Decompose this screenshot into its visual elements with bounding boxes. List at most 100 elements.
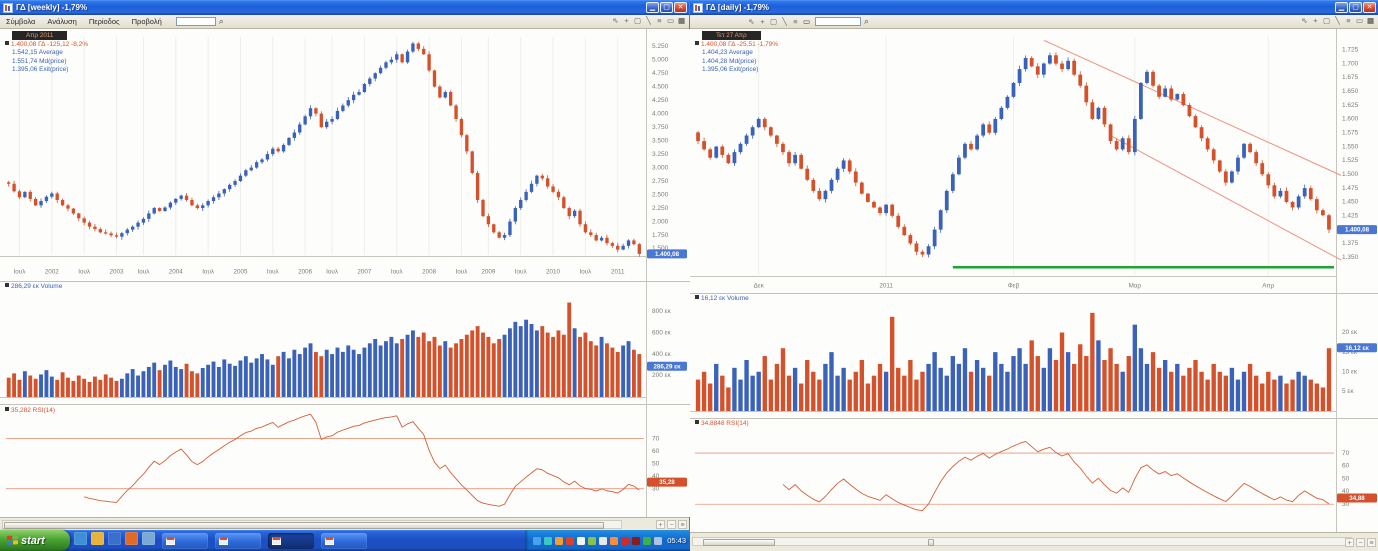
levels-tool-icon[interactable]: ≡ (793, 16, 798, 26)
volume-pane-daily[interactable]: 20 εκ 15 εκ 10 εκ 5 εκ 16,12 εκ (690, 293, 1378, 418)
rectangle-tool-icon[interactable]: ▭ (1355, 16, 1364, 25)
taskbar-window-button-2[interactable] (215, 532, 261, 549)
security-shield-tray-icon[interactable] (588, 536, 597, 545)
scrollbar-thumb[interactable] (4, 522, 604, 529)
volume-pane-weekly[interactable]: 800 εκ 600 εκ 400 εκ 200 εκ 286,29 εκ (0, 281, 690, 404)
save-layout-icon[interactable]: ▦ (677, 16, 686, 25)
zoom-out-button[interactable]: − (1356, 538, 1365, 547)
svg-text:1.500: 1.500 (1342, 171, 1359, 178)
svg-text:4.750: 4.750 (652, 70, 669, 77)
folder-icon[interactable] (91, 531, 104, 545)
app-icon (693, 2, 703, 13)
svg-text:16,12 εκ: 16,12 εκ (1345, 345, 1369, 352)
daily-chart-window: ΓΔ [daily] -1,79% ▁ ▢ ✕ ⇖ + ▢ ╲ ≡ ▭ ⌕ ⇖ + ▢ ╲ ≡ ▭ ▦… (690, 0, 1378, 551)
messenger-tray-icon[interactable] (544, 536, 553, 545)
svg-text:35,28: 35,28 (659, 479, 675, 486)
zoom-out-button[interactable]: − (667, 520, 676, 529)
svg-text:2.000: 2.000 (652, 218, 669, 225)
zoom-in-button[interactable]: + (1345, 538, 1354, 547)
trendline-tool-icon[interactable]: ╲ (646, 16, 651, 25)
internet-explorer-icon[interactable] (74, 531, 87, 545)
svg-text:1.400,08: 1.400,08 (655, 251, 680, 258)
horizontal-scrollbar[interactable] (2, 520, 622, 529)
svg-text:1.450: 1.450 (1342, 199, 1359, 206)
start-button[interactable]: start (0, 530, 70, 551)
svg-text:4.000: 4.000 (652, 110, 669, 117)
window-icon (219, 536, 228, 545)
svg-text:1.750: 1.750 (652, 232, 669, 239)
help-icon[interactable] (108, 531, 121, 545)
select-tool-icon[interactable]: ▢ (1322, 16, 1331, 25)
svg-text:Ιουλ: Ιουλ (267, 269, 280, 276)
alert-tray-icon[interactable] (621, 536, 630, 545)
titlebar-daily[interactable]: ΓΔ [daily] -1,79% ▁ ▢ ✕ (690, 0, 1378, 15)
media-player-icon[interactable] (125, 531, 138, 545)
monitor-tray-icon[interactable] (632, 536, 641, 545)
close-button[interactable]: ✕ (674, 2, 687, 13)
rectangle-tool-icon[interactable]: ▭ (666, 16, 675, 25)
menu-period[interactable]: Περίοδος (88, 17, 120, 26)
antivirus-tray-icon[interactable] (566, 536, 575, 545)
menu-symbols[interactable]: Σύμβολα (6, 17, 36, 26)
battery-tray-icon[interactable] (654, 536, 663, 545)
select-tool-icon[interactable]: ▢ (769, 16, 778, 26)
search-icon[interactable]: ⌕ (864, 16, 870, 26)
price-pane-weekly[interactable]: Ιουλ 2002 Ιουλ 2003 Ιουλ 2004 Ιουλ 2005 Ιουλ 2006… (0, 29, 690, 281)
maximize-button[interactable]: ▢ (1349, 2, 1362, 13)
sync-tray-icon[interactable] (643, 536, 652, 545)
vpn-tray-icon[interactable] (610, 536, 619, 545)
trendline-tool-icon[interactable]: ╲ (1335, 16, 1340, 25)
svg-text:2011: 2011 (879, 283, 893, 290)
maximize-button[interactable]: ▢ (660, 2, 673, 13)
levels-tool-icon[interactable]: ≡ (1346, 16, 1351, 25)
minimize-button[interactable]: ▁ (646, 2, 659, 13)
search-icon[interactable]: ⌕ (218, 16, 224, 26)
taskbar-window-button-1[interactable] (162, 532, 208, 549)
svg-text:34,88: 34,88 (1349, 495, 1365, 502)
update-tray-icon[interactable] (555, 536, 564, 545)
menu-analysis[interactable]: Ανάλυση (47, 17, 77, 26)
svg-text:3.500: 3.500 (652, 137, 669, 144)
printer-tray-icon[interactable] (599, 536, 608, 545)
svg-text:5.000: 5.000 (652, 56, 669, 63)
menu-view[interactable]: Προβολή (131, 17, 162, 26)
window-icon (272, 536, 281, 545)
minimize-button[interactable]: ▁ (1335, 2, 1348, 13)
crosshair-tool-icon[interactable]: + (624, 16, 629, 25)
pointer-tool-icon[interactable]: ⇖ (748, 16, 755, 26)
svg-text:200 εκ: 200 εκ (652, 372, 672, 379)
close-button[interactable]: ✕ (1363, 2, 1376, 13)
trendline-tool-icon[interactable]: ╲ (782, 16, 787, 26)
scrollbar-marker[interactable] (928, 539, 934, 546)
price-pane-daily[interactable]: Δεκ 2011 Φεβ Μαρ Απρ 1.725 1.700 1.675 1.650 1.62… (690, 29, 1378, 293)
select-tool-icon[interactable]: ▢ (633, 16, 642, 25)
svg-text:10 εκ: 10 εκ (1342, 368, 1358, 375)
svg-text:Ιουλ: Ιουλ (391, 269, 404, 276)
levels-tool-icon[interactable]: ≡ (657, 16, 662, 25)
scrollbar-thumb[interactable] (703, 539, 775, 546)
window-title: ΓΔ [daily] -1,79% (706, 3, 770, 12)
network-tray-icon[interactable] (533, 536, 542, 545)
pointer-tool-icon[interactable]: ⇖ (1301, 16, 1308, 25)
pane-settings-button[interactable]: ≡ (678, 520, 687, 529)
svg-text:600 εκ: 600 εκ (652, 329, 672, 336)
zoom-in-button[interactable]: + (656, 520, 665, 529)
taskbar-window-button-3[interactable] (268, 532, 314, 549)
svg-text:Ιουλ: Ιουλ (579, 269, 592, 276)
volume-tray-icon[interactable] (577, 536, 586, 545)
save-layout-icon[interactable]: ▦ (1366, 16, 1375, 25)
pointer-tool-icon[interactable]: ⇖ (612, 16, 619, 25)
horizontal-scrollbar[interactable] (692, 537, 1352, 546)
show-desktop-icon[interactable] (142, 531, 155, 545)
titlebar-weekly[interactable]: ΓΔ [weekly] -1,79% ▁ ▢ ✕ (0, 0, 689, 15)
symbol-search-input[interactable] (175, 17, 216, 26)
symbol-search-input[interactable] (815, 17, 861, 26)
pane-settings-button[interactable]: ≡ (1367, 538, 1376, 547)
taskbar-window-button-4[interactable] (321, 532, 367, 549)
crosshair-tool-icon[interactable]: + (1313, 16, 1318, 25)
rectangle-tool-icon[interactable]: ▭ (802, 16, 811, 26)
crosshair-tool-icon[interactable]: + (760, 16, 765, 26)
